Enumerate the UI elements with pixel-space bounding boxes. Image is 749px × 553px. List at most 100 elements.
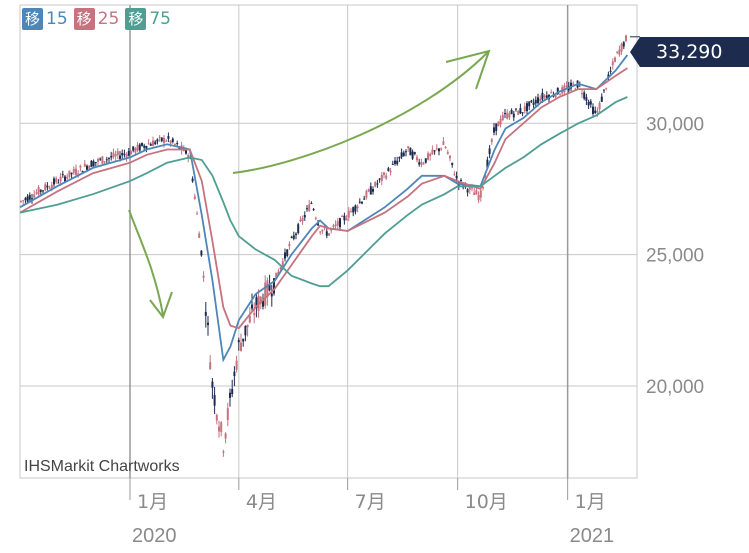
candle-body	[565, 85, 568, 87]
candle-body	[211, 381, 214, 388]
candle-body	[427, 153, 429, 160]
candle-body	[506, 112, 509, 119]
candle-body	[160, 137, 163, 142]
annotation-arrowhead-down	[149, 291, 173, 320]
candle-body	[343, 215, 346, 221]
candle-body	[297, 224, 300, 233]
candle-body	[163, 137, 165, 144]
candle-body	[83, 163, 86, 167]
candle-body	[365, 191, 368, 198]
candle-body	[134, 148, 137, 153]
candle-body	[495, 123, 498, 131]
candle-body	[374, 182, 377, 187]
candle-body	[589, 101, 592, 105]
candle-body	[290, 236, 293, 238]
candle-body	[378, 178, 381, 180]
candle-body	[519, 108, 522, 114]
candle-body	[394, 160, 396, 164]
candle-body	[413, 152, 416, 154]
candle-body	[92, 161, 95, 167]
candle-body	[44, 184, 47, 191]
candle-body	[138, 144, 141, 151]
candle-body	[440, 148, 443, 150]
candle-body	[528, 101, 531, 107]
candle-body	[383, 172, 385, 175]
candle-body	[512, 113, 515, 118]
candle-body	[299, 219, 302, 222]
candle-body	[385, 175, 388, 179]
candle-body	[77, 173, 80, 175]
candle-body	[352, 207, 355, 213]
candle-body	[618, 49, 621, 55]
candle-body	[66, 176, 69, 179]
candle-body	[444, 147, 447, 149]
plot-frame	[19, 4, 638, 479]
candle-body	[325, 231, 328, 236]
candle-body	[196, 213, 198, 215]
candle-body	[198, 233, 201, 238]
candle-body	[193, 196, 196, 199]
candle-body	[105, 159, 108, 161]
candle-body	[171, 138, 174, 142]
candle-body	[504, 113, 506, 115]
candle-body	[330, 229, 333, 231]
legend-item-ma75[interactable]: 移 75	[125, 8, 171, 30]
candle-body	[72, 169, 75, 173]
candle-body	[508, 113, 511, 118]
candle-body	[446, 152, 449, 154]
candle-body	[334, 224, 337, 227]
candle-body	[433, 150, 436, 152]
legend-item-ma15[interactable]: 移 15	[22, 8, 68, 30]
candle-body	[356, 206, 359, 209]
candle-body	[209, 362, 212, 370]
candle-body	[31, 198, 33, 200]
candle-body	[86, 165, 88, 170]
candle-body	[169, 140, 172, 144]
candle-body	[545, 95, 548, 99]
candle-body	[387, 168, 390, 171]
candle-body	[275, 272, 278, 280]
candle-body	[321, 229, 324, 232]
candle-body	[119, 155, 121, 159]
candle-body	[319, 231, 322, 233]
candle-body	[405, 151, 407, 153]
candle-body	[262, 299, 264, 307]
annotation-arrow-up	[232, 51, 489, 174]
candle-body	[114, 154, 117, 157]
candle-body	[583, 92, 586, 99]
candle-body	[53, 178, 55, 185]
series-line	[19, 67, 628, 330]
candle-body	[88, 165, 91, 169]
x-tick-year-label: 2021	[570, 525, 615, 547]
candle-body	[475, 190, 478, 195]
candle-body	[449, 155, 451, 159]
legend-item-ma25[interactable]: 移 25	[73, 8, 119, 30]
candle-body	[418, 162, 421, 165]
candle-body	[537, 97, 539, 104]
candle-body	[229, 392, 231, 398]
candle-body	[156, 139, 159, 142]
candle-body	[165, 140, 168, 142]
candle-body	[213, 394, 216, 406]
candle-body	[328, 233, 330, 236]
candle-body	[609, 70, 612, 72]
candle-body	[248, 316, 251, 323]
candle-body	[42, 190, 44, 192]
candle-body	[26, 196, 29, 202]
candle-body	[407, 146, 410, 149]
candle-body	[64, 176, 66, 182]
candle-body	[572, 83, 575, 85]
candle-body	[486, 159, 489, 168]
candle-body	[587, 101, 590, 106]
candle-body	[466, 189, 469, 193]
candle-body	[187, 155, 190, 158]
candle-body	[312, 209, 315, 211]
candle-body	[103, 161, 106, 163]
candle-body	[24, 198, 27, 200]
candle-body	[176, 143, 179, 145]
y-tick-label: 25,000	[646, 246, 704, 267]
candle-body	[391, 163, 394, 165]
candle-body	[490, 139, 493, 143]
candle-body	[332, 225, 335, 227]
candle-body	[422, 163, 425, 165]
